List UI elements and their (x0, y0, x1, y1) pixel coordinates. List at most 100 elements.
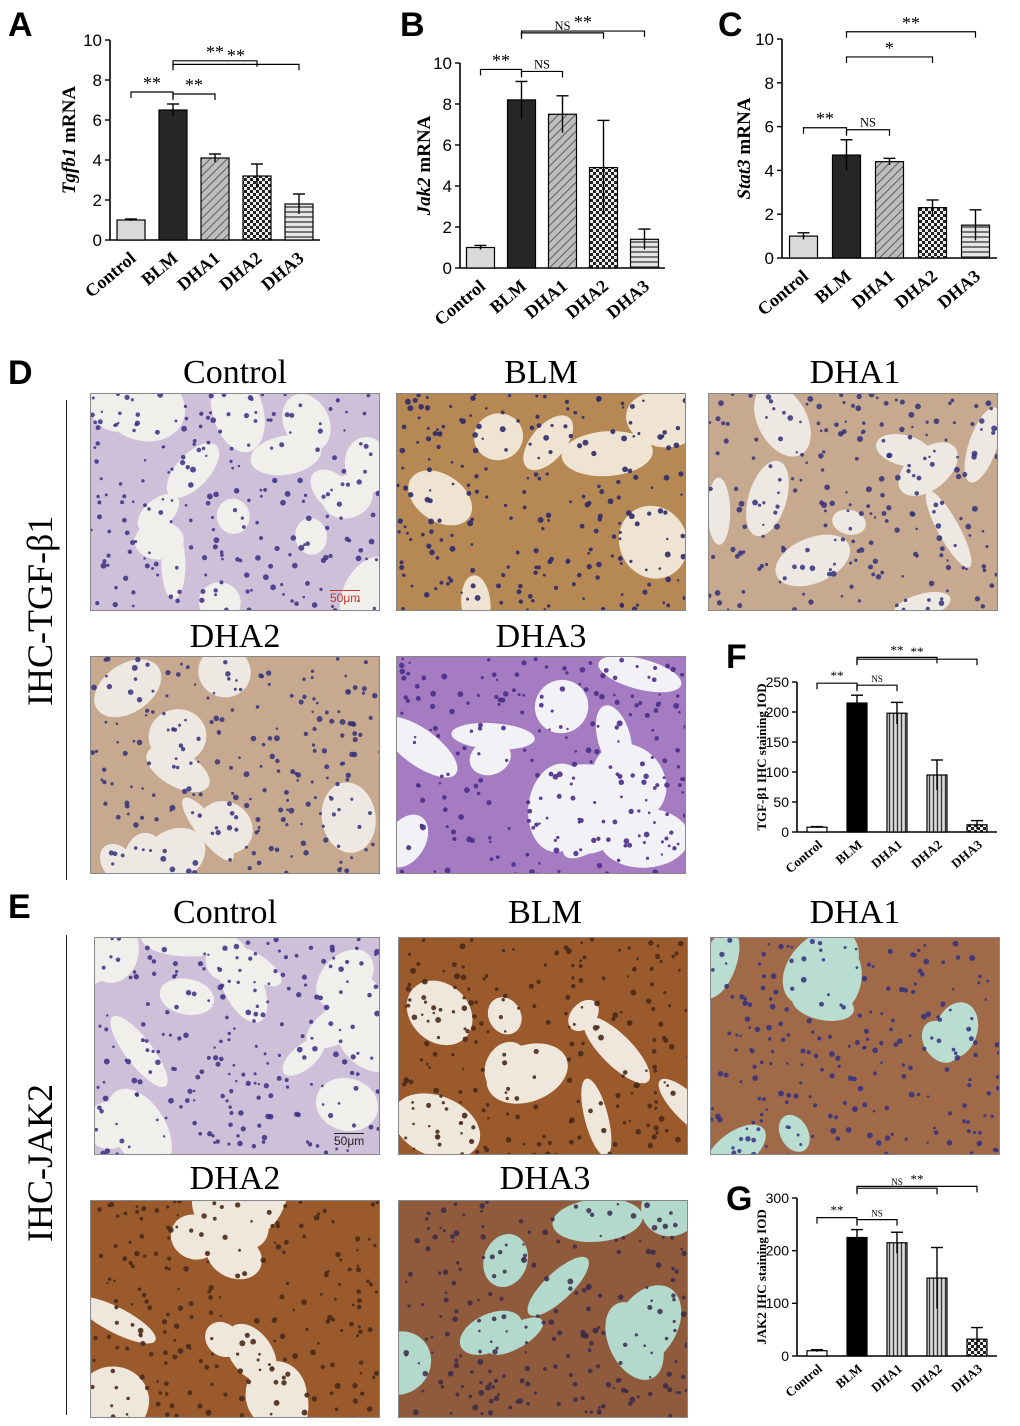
y-tick-label: 50 (773, 794, 789, 810)
x-tick-label: Control (782, 1361, 825, 1400)
significance-label: ** (206, 42, 224, 62)
x-tick-label: DHA3 (948, 836, 985, 871)
x-tick-label: DHA1 (173, 248, 223, 295)
bar (508, 100, 536, 268)
y-tick-label: 8 (93, 71, 102, 90)
significance-bracket (857, 1220, 897, 1226)
y-tick-label: 4 (443, 177, 452, 196)
y-tick-label: 8 (765, 74, 774, 93)
x-tick-label: DHA3 (603, 276, 653, 323)
y-axis-label: Jak2 mRNA (414, 115, 435, 216)
y-axis-label: TGF-β1 IHC staining IOD (754, 683, 769, 830)
chart-jak2-ihc-iod: 0 100 200 300 JAK2 IHC staining IOD Control BL… (752, 1186, 1014, 1418)
image-title-blm-e: BLM (400, 896, 690, 930)
y-tick-label: 4 (765, 161, 774, 180)
image-title-control-d: Control (90, 356, 380, 390)
significance-label: ** (831, 1203, 844, 1218)
x-tick-label: BLM (833, 1361, 865, 1392)
bar (847, 703, 867, 832)
image-title-blm-d: BLM (396, 356, 686, 390)
y-tick-label: 10 (755, 30, 774, 49)
y-tick-label: 0 (781, 824, 789, 840)
x-tick-label: DHA1 (868, 1361, 905, 1395)
micrograph-tgfb1-dha2 (90, 656, 380, 874)
x-tick-label: DHA1 (521, 276, 571, 323)
panel-letter-a: A (8, 8, 33, 42)
panel-letter-e: E (8, 890, 31, 924)
bar (876, 162, 904, 258)
chart-stat3-mrna: 0246810Stat3 mRNAControlBLMDHA1DHA2DHA3*… (730, 25, 1015, 345)
y-tick-label: 0 (443, 259, 452, 278)
significance-label: ** (816, 109, 834, 129)
significance-label: ** (227, 45, 245, 65)
significance-label: ** (911, 1171, 924, 1186)
image-title-dha2-e: DHA2 (90, 1162, 380, 1196)
bar (117, 220, 145, 240)
y-tick-label: 2 (93, 191, 102, 210)
y-tick-label: 6 (93, 111, 102, 130)
chart-jak2-mrna: 0246810Jak2 mRNAControlBLMDHA1DHA2DHA3**… (410, 25, 690, 345)
image-title-dha2-d: DHA2 (90, 620, 380, 654)
significance-label: ** (185, 75, 203, 95)
row-label-tgfb1: IHC-TGF-β1 (19, 546, 61, 706)
micrograph-tgfb1-blm (396, 393, 686, 611)
x-tick-label: DHA2 (215, 248, 265, 295)
significance-label: ** (574, 12, 592, 32)
significance-label: NS (891, 1177, 903, 1187)
x-tick-label: DHA2 (908, 1361, 945, 1395)
x-tick-label: Control (431, 276, 490, 330)
x-tick-label: DHA3 (948, 1360, 985, 1395)
x-tick-label: DHA2 (908, 837, 945, 871)
significance-bracket (857, 1186, 977, 1192)
x-tick-label: DHA1 (868, 837, 905, 871)
significance-bracket (857, 685, 897, 691)
image-title-dha1-e: DHA1 (710, 896, 1000, 930)
bar (549, 114, 577, 268)
y-tick-label: 100 (766, 1295, 790, 1311)
significance-bracket (857, 659, 977, 665)
bar (887, 713, 907, 832)
bar (201, 158, 229, 240)
y-tick-label: 100 (766, 764, 790, 780)
significance-label: ** (143, 73, 161, 93)
panel-letter-g: G (726, 1182, 752, 1216)
x-tick-label: DHA2 (891, 266, 941, 313)
significance-label: NS (871, 1209, 883, 1219)
significance-label: NS (871, 674, 883, 684)
micrograph-tgfb1-dha3 (396, 656, 686, 874)
x-tick-label: BLM (137, 248, 181, 290)
y-tick-label: 0 (781, 1348, 789, 1364)
significance-bracket (817, 1218, 857, 1224)
x-tick-label: BLM (833, 837, 865, 868)
y-tick-label: 200 (766, 1243, 790, 1259)
image-title-dha3-e: DHA3 (400, 1162, 690, 1196)
significance-label: NS (534, 57, 550, 71)
significance-label: ** (492, 50, 510, 70)
significance-label: * (885, 38, 894, 58)
significance-label: ** (831, 668, 844, 683)
y-tick-label: 6 (765, 118, 774, 137)
y-tick-label: 150 (766, 734, 790, 750)
y-tick-label: 200 (766, 704, 790, 720)
micrograph-tgfb1-control (90, 393, 380, 611)
x-tick-label: Control (81, 248, 140, 302)
x-tick-label: DHA1 (848, 266, 898, 313)
y-axis-label: Tgfb1 mRNA (59, 86, 80, 194)
image-title-dha1-d: DHA1 (710, 356, 1000, 390)
significance-label: ** (891, 642, 904, 657)
scale-bar-d: 50μm (330, 590, 360, 605)
y-tick-label: 300 (766, 1190, 790, 1206)
micrograph-jak2-blm (398, 937, 688, 1155)
panel-letter-f: F (726, 640, 747, 674)
x-tick-label: BLM (811, 266, 855, 308)
bar (790, 236, 818, 258)
significance-bracket (522, 33, 604, 39)
x-tick-label: DHA3 (934, 266, 984, 313)
micrograph-jak2-dha3 (398, 1200, 688, 1418)
y-tick-label: 10 (433, 54, 452, 73)
image-title-control-e: Control (80, 896, 370, 930)
micrograph-jak2-dha2 (90, 1200, 380, 1418)
bar (847, 1238, 867, 1357)
